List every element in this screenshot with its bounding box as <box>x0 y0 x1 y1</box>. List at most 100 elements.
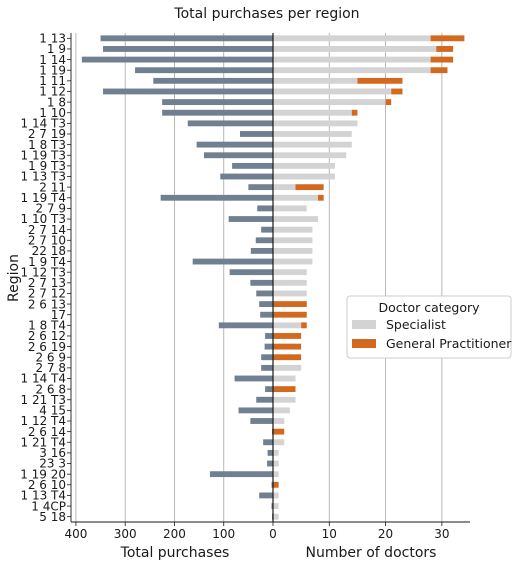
y-tick-label: 1 9 T3 <box>28 159 66 173</box>
general-practitioner-bar <box>351 109 358 116</box>
purchase-bar <box>162 109 273 116</box>
purchase-bar <box>229 269 273 276</box>
purchase-bar <box>81 56 274 63</box>
purchase-bar <box>238 407 273 414</box>
specialist-bar <box>273 77 358 84</box>
specialist-bar <box>273 492 279 499</box>
y-tick-label: 1 4CP <box>31 499 66 513</box>
purchase-bar <box>100 35 273 42</box>
specialist-bar <box>273 88 392 95</box>
y-tick-label: 1 8 <box>47 95 66 109</box>
specialist-bar <box>273 46 437 52</box>
left-x-tick-label: 300 <box>114 527 137 541</box>
left-x-axis-title: Total purchases <box>120 545 230 561</box>
purchase-bar <box>263 439 273 446</box>
right-x-tick-label: 10 <box>322 527 337 541</box>
specialist-bar <box>273 460 279 467</box>
general-practitioner-bar <box>301 322 307 329</box>
purchase-bar <box>256 396 273 403</box>
y-tick-label: 2 7 19 <box>28 127 66 141</box>
y-tick-label: 1 19 T4 <box>21 191 67 205</box>
specialist-bar <box>273 396 296 403</box>
grid-lines <box>75 33 443 522</box>
y-tick-label: 1 19 <box>39 63 66 77</box>
specialist-bar <box>273 35 431 42</box>
specialist-bar <box>273 375 296 382</box>
y-tick-label: 22 18 <box>32 244 66 258</box>
specialist-bar <box>273 449 279 456</box>
specialist-bar <box>273 141 352 148</box>
specialist-bar <box>273 216 319 222</box>
y-tick-label: 2 6 12 <box>28 329 66 343</box>
specialist-bar <box>273 184 296 191</box>
bars <box>81 35 465 520</box>
chart-title: Total purchases per region <box>173 6 359 22</box>
y-tick-label: 2 6 19 <box>28 340 66 354</box>
y-tick-label: 1 14 T4 <box>21 372 67 386</box>
specialist-bar <box>273 513 279 520</box>
y-tick-label: 1 12 T4 <box>21 414 67 428</box>
general-practitioner-bar <box>273 301 307 307</box>
specialist-bar <box>273 205 307 212</box>
left-x-tick-label: 100 <box>212 527 235 541</box>
purchase-bar <box>218 322 273 329</box>
purchase-bar <box>256 290 273 297</box>
specialist-bar <box>273 290 307 297</box>
specialist-bar <box>273 162 335 169</box>
purchase-bar <box>271 503 273 509</box>
y-tick-label: 2 6 13 <box>28 297 66 311</box>
y-tick-label: 2 7 12 <box>28 287 66 301</box>
y-tick-label: 1 14 <box>39 53 66 67</box>
y-tick-label: 17 <box>51 308 66 322</box>
general-practitioner-bar <box>273 354 302 361</box>
purchase-bar <box>250 248 273 254</box>
general-practitioner-bar <box>273 428 285 435</box>
right-x-tick-label: 30 <box>434 527 449 541</box>
purchase-bar <box>250 418 273 424</box>
y-tick-label: 5 18 <box>39 510 66 524</box>
y-tick-label: 3 16 <box>39 446 66 460</box>
y-tick-label: 1 21 T4 <box>21 435 67 449</box>
y-tick-label: 1 19 T3 <box>21 148 67 162</box>
specialist-bar <box>273 237 313 244</box>
left-x-tick-label: 400 <box>64 527 87 541</box>
y-tick-label: 1 14 T3 <box>21 117 67 131</box>
purchase-bar <box>162 99 273 106</box>
y-tick-label: 1 19 20 <box>20 467 66 481</box>
purchase-bar <box>264 343 273 350</box>
y-axis-title: Region <box>6 254 22 302</box>
general-practitioner-bar <box>430 67 448 74</box>
purchase-bar <box>261 226 273 233</box>
y-tick-label: 4 15 <box>39 404 66 418</box>
specialist-bar <box>273 173 335 180</box>
general-practitioner-bar <box>357 77 403 84</box>
specialist-bar <box>273 67 431 74</box>
y-tick-label: 2 7 9 <box>35 202 66 216</box>
y-tick-label: 2 7 10 <box>28 233 66 247</box>
purchase-bar <box>250 279 273 286</box>
purchase-bar <box>232 162 273 169</box>
general-practitioner-bar <box>436 46 454 52</box>
general-practitioner-bar <box>391 88 403 95</box>
purchase-bar <box>257 205 273 212</box>
y-tick-label: 1 21 T3 <box>21 393 67 407</box>
specialist-bar <box>273 56 431 63</box>
specialist-bar <box>273 269 307 276</box>
purchase-bar <box>209 471 273 478</box>
y-tick-label: 2 11 <box>39 180 66 194</box>
legend: Doctor category Specialist General Pract… <box>346 295 512 359</box>
specialist-bar <box>273 407 290 414</box>
legend-frame <box>346 295 512 359</box>
specialist-bar <box>273 248 313 254</box>
y-tick-label: 1 8 T4 <box>28 319 66 333</box>
general-practitioner-bar <box>273 481 279 488</box>
specialist-bar <box>273 194 319 201</box>
general-practitioner-bar <box>318 194 324 201</box>
y-tick-label: 2 7 8 <box>35 361 66 375</box>
y-tick-label: 2 7 14 <box>28 223 66 237</box>
purchase-bar <box>267 460 273 467</box>
axes: 1 131 91 141 191 111 121 81 101 14 T32 7… <box>20 32 470 541</box>
specialist-bar <box>273 322 302 329</box>
specialist-bar <box>273 439 285 446</box>
